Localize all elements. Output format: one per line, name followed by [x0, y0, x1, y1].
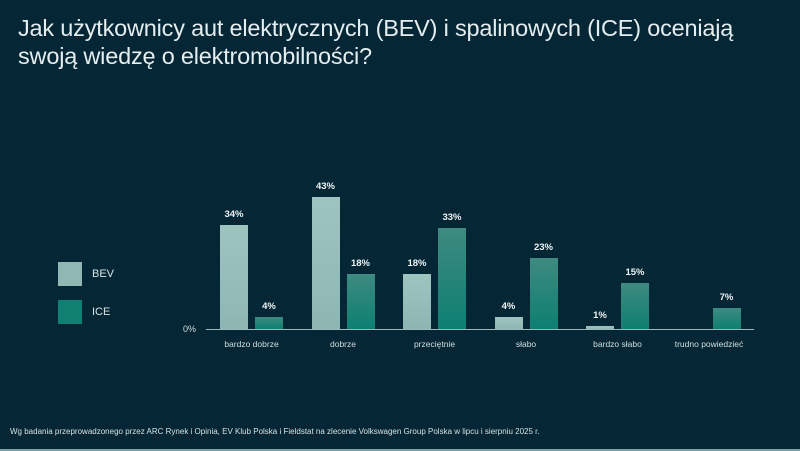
- bar-value-label: 23%: [533, 242, 553, 254]
- legend-swatch-ice: [58, 300, 82, 324]
- category-label: bardzo dobrze: [224, 339, 279, 349]
- category-label: dobrze: [330, 339, 356, 349]
- bar-value-label: 18%: [350, 257, 370, 269]
- bar-value-label: 7%: [719, 291, 734, 303]
- category-label: trudno powiedzieć: [674, 339, 744, 349]
- bar-value-label: 43%: [315, 181, 335, 192]
- x-axis-line: [206, 329, 754, 330]
- bar-bev: [220, 224, 248, 329]
- legend-label-ice: ICE: [92, 306, 111, 318]
- bar-bev: [403, 273, 431, 329]
- legend-item-bev: BEV: [58, 262, 114, 286]
- bar-ice: [529, 258, 558, 329]
- category-label: przeciętnie: [413, 339, 456, 349]
- bar-bev: [586, 325, 614, 329]
- bar-value-label: 1%: [593, 309, 607, 321]
- bar-value-label: 4%: [501, 300, 516, 312]
- y-axis-zero-label: 0%: [183, 324, 197, 334]
- bar-bev: [494, 316, 523, 329]
- bar-value-label: 34%: [224, 208, 244, 220]
- legend-item-ice: ICE: [58, 300, 114, 324]
- bar-ice: [346, 273, 375, 329]
- chart-title: Jak użytkownicy aut elektrycznych (BEV) …: [18, 15, 734, 69]
- source-footnote: Wg badania przeprowadzonego przez ARC Ry…: [10, 427, 540, 436]
- bar-ice: [712, 307, 741, 329]
- bar-ice: [438, 227, 466, 329]
- bar-ice: [255, 316, 283, 329]
- category-label: słabo: [515, 339, 537, 349]
- bar-value-label: 18%: [407, 257, 427, 269]
- bar-value-label: 33%: [442, 211, 462, 223]
- bottom-divider: [0, 449, 800, 451]
- bar-value-label: 15%: [625, 266, 645, 278]
- legend-swatch-bev: [58, 262, 82, 286]
- bar-ice: [621, 282, 649, 329]
- legend-label-bev: BEV: [92, 268, 115, 280]
- legend: BEV ICE: [58, 262, 114, 338]
- bar-bev: [311, 197, 340, 329]
- category-label: bardzo słabo: [593, 339, 642, 349]
- bar-value-label: 4%: [262, 300, 276, 312]
